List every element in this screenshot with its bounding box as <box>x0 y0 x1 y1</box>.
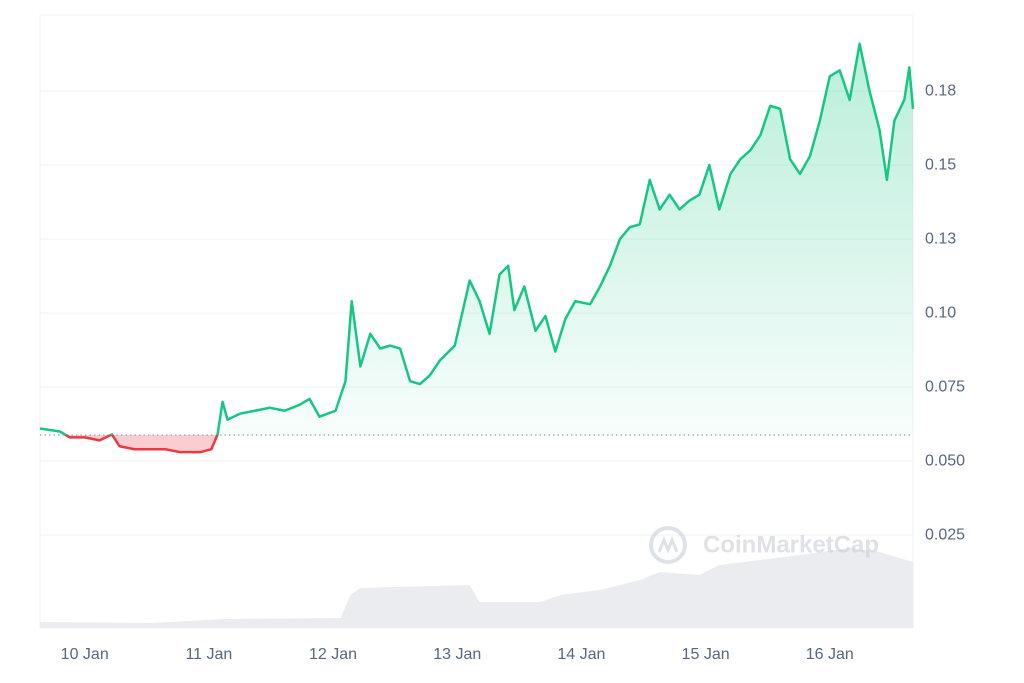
volume-area <box>40 548 913 628</box>
watermark-text: CoinMarketCap <box>703 531 879 558</box>
y-tick-label: 0.18 <box>925 82 956 99</box>
x-tick-label: 10 Jan <box>61 646 109 663</box>
x-tick-label: 13 Jan <box>433 646 481 663</box>
x-tick-label: 14 Jan <box>557 646 605 663</box>
watermark: CoinMarketCap <box>649 526 879 564</box>
area-above <box>40 43 913 436</box>
y-tick-label: 0.075 <box>925 378 965 395</box>
y-tick-label: 0.025 <box>925 526 965 543</box>
price-line-up <box>39 42 915 436</box>
y-tick-label: 0.050 <box>925 452 965 469</box>
y-tick-label: 0.13 <box>925 230 956 247</box>
y-tick-label: 0.15 <box>925 156 956 173</box>
area-below <box>65 435 218 453</box>
x-tick-label: 16 Jan <box>806 646 854 663</box>
y-tick-label: 0.10 <box>925 304 956 321</box>
x-tick-label: 11 Jan <box>185 646 232 663</box>
x-tick-label: 12 Jan <box>309 646 357 663</box>
x-tick-label: 15 Jan <box>682 646 730 663</box>
